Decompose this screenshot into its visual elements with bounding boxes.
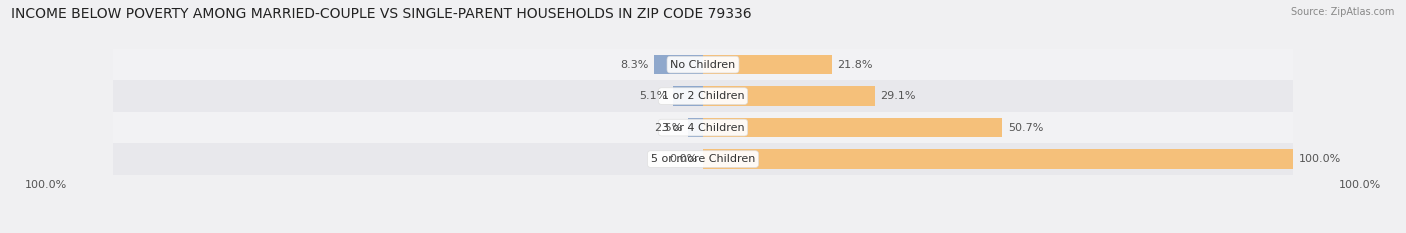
Text: 1 or 2 Children: 1 or 2 Children xyxy=(662,91,744,101)
Bar xyxy=(703,55,831,74)
Text: 29.1%: 29.1% xyxy=(880,91,917,101)
Bar xyxy=(689,118,703,137)
Text: 100.0%: 100.0% xyxy=(1339,181,1381,191)
Bar xyxy=(703,149,1292,169)
Bar xyxy=(114,143,1292,175)
Text: 0.0%: 0.0% xyxy=(669,154,697,164)
Text: INCOME BELOW POVERTY AMONG MARRIED-COUPLE VS SINGLE-PARENT HOUSEHOLDS IN ZIP COD: INCOME BELOW POVERTY AMONG MARRIED-COUPL… xyxy=(11,7,752,21)
Text: 100.0%: 100.0% xyxy=(25,181,67,191)
Text: 5.1%: 5.1% xyxy=(638,91,666,101)
Text: Source: ZipAtlas.com: Source: ZipAtlas.com xyxy=(1291,7,1395,17)
Text: 5 or more Children: 5 or more Children xyxy=(651,154,755,164)
Text: 3 or 4 Children: 3 or 4 Children xyxy=(662,123,744,133)
Bar xyxy=(114,49,1292,80)
Bar xyxy=(654,55,703,74)
Text: 50.7%: 50.7% xyxy=(1008,123,1043,133)
Bar xyxy=(673,86,703,106)
Text: 21.8%: 21.8% xyxy=(838,60,873,70)
Bar xyxy=(703,86,875,106)
Text: No Children: No Children xyxy=(671,60,735,70)
Bar xyxy=(703,118,1002,137)
Text: 8.3%: 8.3% xyxy=(620,60,648,70)
Bar xyxy=(114,80,1292,112)
Text: 100.0%: 100.0% xyxy=(1299,154,1341,164)
Bar xyxy=(114,112,1292,143)
Text: 2.5%: 2.5% xyxy=(654,123,682,133)
